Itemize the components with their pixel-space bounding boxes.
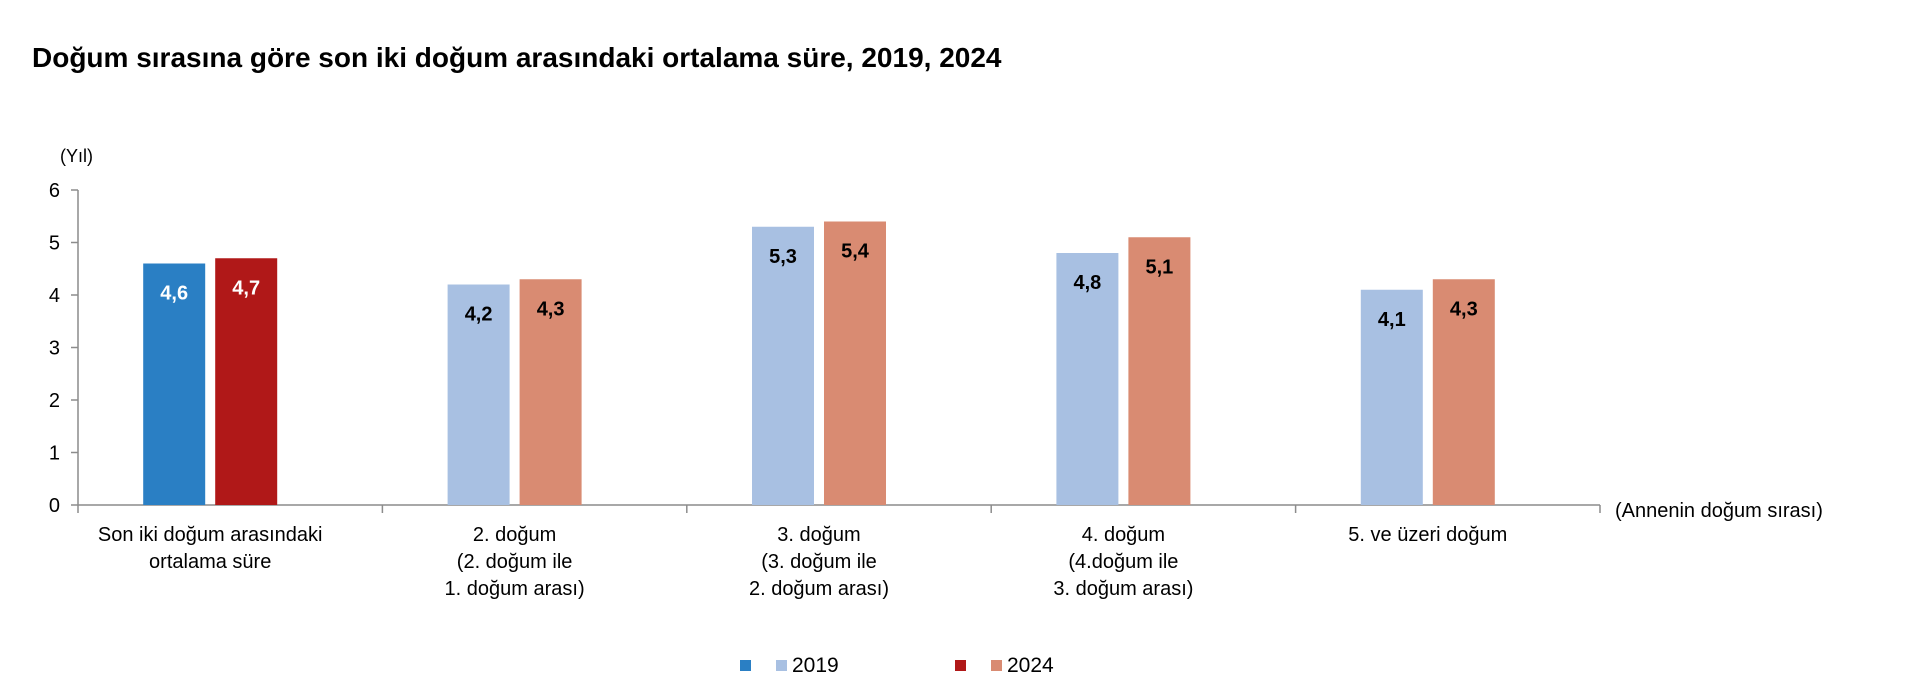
bar-2024-5	[1432, 279, 1495, 505]
y-tick-label: 4	[49, 285, 60, 307]
legend-swatch-2019-a	[740, 660, 751, 671]
legend-label-2019: 2019	[792, 654, 839, 677]
legend-swatch-2024-b	[991, 660, 1002, 671]
bar-2019-5	[1360, 289, 1423, 505]
y-tick-label: 6	[49, 180, 60, 202]
data-label-2024-1: 4,7	[232, 277, 260, 299]
chart-data-labels: 4,6 4,7 4,2 4,3 5,3 5,4 4,8 5,1 4,1 4,3	[160, 241, 1477, 331]
x-axis-title: (Annenin doğum sırası)	[1615, 500, 1823, 522]
data-label-2019-5: 4,1	[1378, 309, 1406, 331]
bar-2024-4	[1128, 237, 1191, 505]
data-label-2024-4: 5,1	[1145, 256, 1173, 278]
data-label-2019-2: 4,2	[465, 304, 493, 326]
bar-2024-2	[519, 279, 582, 505]
data-label-2019-1: 4,6	[160, 283, 188, 305]
data-label-2019-3: 5,3	[769, 246, 797, 268]
chart-legend: 2019 2024	[740, 654, 1054, 677]
x-category-label: 4. doğum (4.doğum ile 3. doğum arası)	[1053, 524, 1193, 600]
chart-bars	[143, 221, 1495, 505]
chart-axes: 0 1 2 3 4 5 6(Yıl) (Annenin doğum sırası)	[49, 146, 1823, 522]
x-category-label: Son iki doğum arasındaki ortalama süre	[98, 524, 323, 573]
data-label-2024-3: 5,4	[841, 241, 870, 263]
y-axis-unit-label: (Yıl)	[60, 146, 93, 166]
chart-category-labels: Son iki doğum arasındaki ortalama süre 2. …	[98, 524, 1507, 600]
y-tick-label: 2	[49, 390, 60, 412]
bar-2019-1	[143, 263, 206, 505]
y-tick-label: 1	[49, 443, 60, 465]
y-tick-label: 0	[49, 495, 60, 517]
data-label-2024-5: 4,3	[1450, 298, 1478, 320]
y-tick-label: 3	[49, 338, 60, 360]
x-category-label: 5. ve üzeri doğum	[1348, 524, 1507, 546]
data-label-2024-2: 4,3	[537, 298, 565, 320]
legend-swatch-2019-b	[776, 660, 787, 671]
chart-title: Doğum sırasına göre son iki doğum arasın…	[32, 42, 1002, 73]
bar-2024-1	[215, 258, 278, 505]
y-tick-label: 5	[49, 233, 60, 255]
bar-2024-3	[824, 221, 886, 505]
bar-2019-2	[447, 284, 510, 505]
legend-label-2024: 2024	[1007, 654, 1054, 677]
bar-2019-4	[1056, 253, 1119, 505]
data-label-2019-4: 4,8	[1073, 272, 1101, 294]
x-category-label: 2. doğum (2. doğum ile 1. doğum arası)	[445, 524, 585, 600]
legend-swatch-2024-a	[955, 660, 966, 671]
x-category-label: 3. doğum (3. doğum ile 2. doğum arası)	[749, 524, 889, 600]
bar-2019-3	[752, 226, 814, 505]
